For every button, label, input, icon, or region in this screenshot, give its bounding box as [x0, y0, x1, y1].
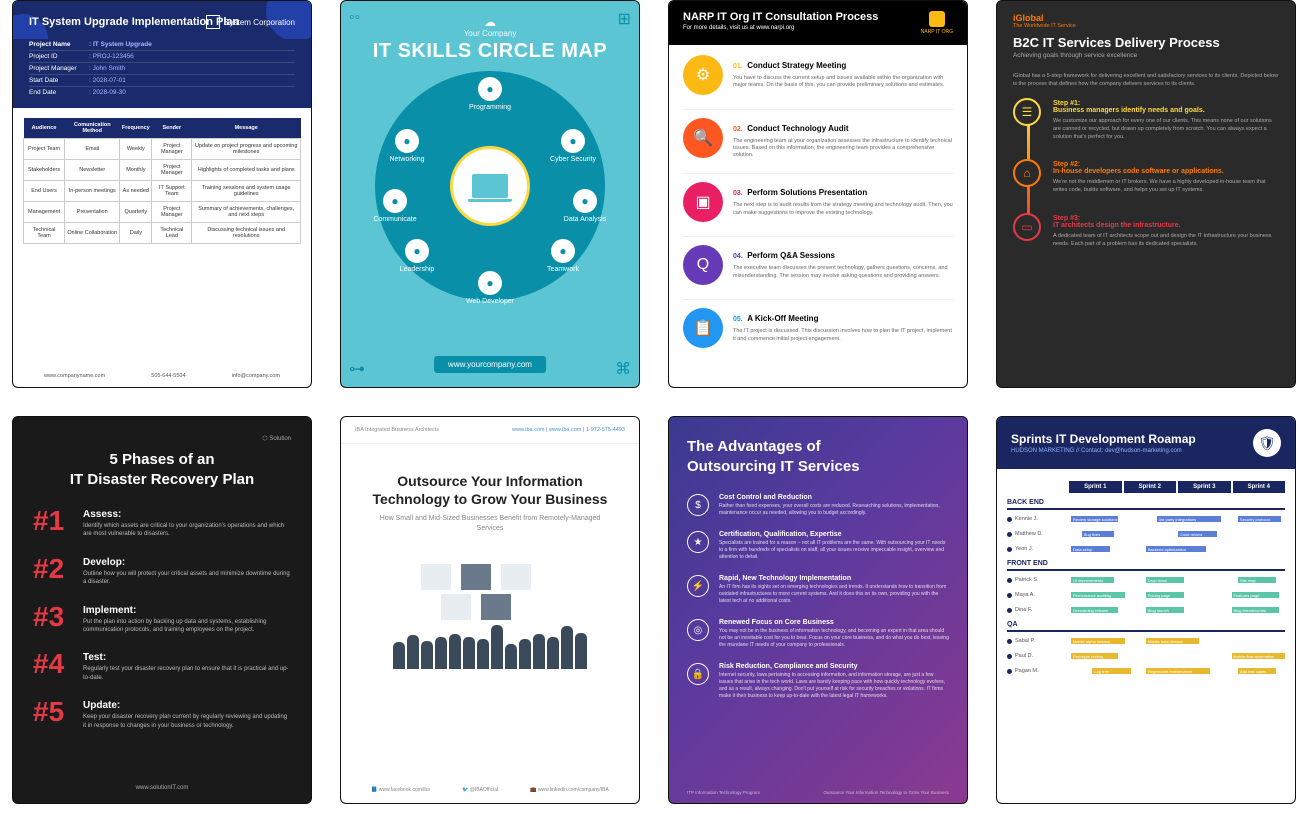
footer: ITP Information Technology ProgramOutsou… [669, 790, 967, 795]
subtitle: How Small and Mid-Sized Businesses Benef… [341, 514, 639, 534]
template-grid: IT System Upgrade Implementation Plan Sy… [0, 0, 1308, 804]
corner-icon: ◦◦ [349, 9, 360, 27]
card-narp-process[interactable]: NARP IT Org IT Consultation Process For … [668, 0, 968, 388]
title: IT SKILLS CIRCLE MAP [349, 40, 631, 63]
title: Sprints IT Development Roamap [1011, 432, 1196, 446]
brand: IBA Integrated Business Architects [355, 427, 439, 433]
skills-circle: ●Programming●Cyber Security●Data Analysi… [375, 71, 605, 301]
contact: www.iba.com | www.iba.com | 1-972-575-44… [512, 427, 625, 433]
card-advantages[interactable]: The Advantages ofOutsourcing IT Services… [668, 416, 968, 804]
url: www.yourcompany.com [434, 356, 546, 373]
items: $ Cost Control and ReductionRather than … [687, 494, 949, 700]
corner-icon: ⊞ [618, 9, 631, 29]
footer: 📘 www.facebook.com/iba🐦 @IBAOfficial💼 ww… [341, 787, 639, 793]
roadmap: Sprint 1Sprint 2Sprint 3Sprint 4 BACK EN… [997, 469, 1295, 693]
card-disaster-recovery[interactable]: ⬡ Solution 5 Phases of anIT Disaster Rec… [12, 416, 312, 804]
brand: iGlobal [1013, 13, 1279, 23]
card-it-upgrade[interactable]: IT System Upgrade Implementation Plan Sy… [12, 0, 312, 388]
phases: #1 Assess:Identify which assets are crit… [33, 505, 291, 730]
card-skills-circle[interactable]: ☁ Your Company IT SKILLS CIRCLE MAP ●Pro… [340, 0, 640, 388]
corner-icon: ⌘ [615, 359, 631, 379]
brand-logo: NARP IT ORG [921, 11, 953, 35]
project-meta: Project Name: IT System UpgradeProject I… [13, 39, 311, 108]
brand: ⬡ Solution [33, 435, 291, 442]
url: www.solutionIT.com [136, 785, 189, 791]
subtitle: For more details, visit us at www.narpi.… [683, 25, 878, 31]
title: 5 Phases of anIT Disaster Recovery Plan [33, 450, 291, 489]
subtitle: HUDSON MARKETING // Contact: dev@hudson-… [1011, 448, 1196, 454]
center-laptop-icon [450, 146, 530, 226]
cloud-icon: ☁ [349, 15, 631, 29]
title: B2C IT Services Delivery Process [1013, 35, 1279, 50]
company: Your Company [349, 29, 631, 38]
tagline: The Worldwide IT Service [1013, 23, 1279, 29]
shield-icon: 🛡 [1253, 429, 1281, 457]
communication-table: AudienceComunication MethodFrequencySend… [23, 118, 301, 244]
steps: ☰ Step #1: Business managers identify ne… [997, 98, 1295, 248]
card-iglobal-process[interactable]: iGlobal The Worldwide IT Service B2C IT … [996, 0, 1296, 388]
card-sprints-roadmap[interactable]: Sprints IT Development Roamap HUDSON MAR… [996, 416, 1296, 804]
card-outsource-it[interactable]: IBA Integrated Business Architects www.i… [340, 416, 640, 804]
intro: iGlobal has a 5-step framework for deliv… [997, 67, 1295, 98]
company-logo: System Corporation [206, 15, 295, 29]
title: The Advantages ofOutsourcing IT Services [687, 437, 949, 476]
steps: ⚙ 01. Conduct Strategy Meeting You have … [669, 45, 967, 372]
graphic [341, 554, 639, 714]
corner-icon: ⊶ [349, 359, 365, 379]
footer: www.companyname.com505-644-5504info@comp… [13, 373, 311, 379]
subtitle: Achieving goals through service excellen… [1013, 52, 1279, 59]
title: Outsource Your Information Technology to… [361, 472, 619, 508]
title: NARP IT Org IT Consultation Process [683, 11, 878, 23]
